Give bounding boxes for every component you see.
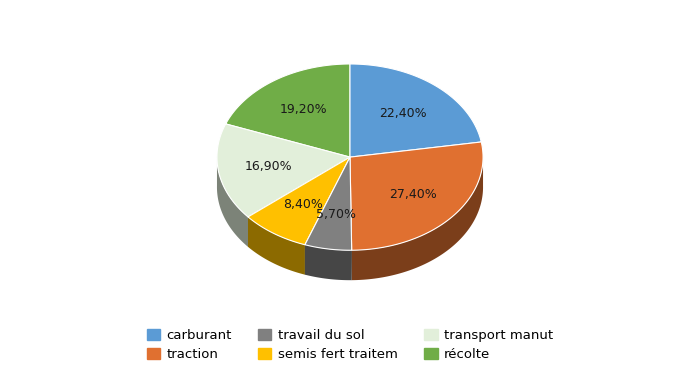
Polygon shape [350, 157, 351, 280]
Polygon shape [217, 124, 350, 217]
Polygon shape [350, 157, 351, 280]
Text: 27,40%: 27,40% [389, 188, 437, 201]
Polygon shape [248, 157, 350, 245]
Polygon shape [350, 142, 483, 250]
Text: 19,20%: 19,20% [279, 103, 327, 116]
Text: 8,40%: 8,40% [283, 198, 323, 211]
Polygon shape [305, 157, 350, 275]
Text: 5,70%: 5,70% [316, 208, 356, 221]
Polygon shape [305, 245, 351, 280]
Polygon shape [350, 64, 482, 157]
Polygon shape [248, 157, 350, 247]
Polygon shape [305, 157, 351, 250]
Polygon shape [225, 64, 350, 157]
Text: 16,90%: 16,90% [245, 160, 293, 173]
Legend: carburant, traction, travail du sol, semis fert traitem, transport manut, récolt: carburant, traction, travail du sol, sem… [143, 325, 557, 365]
Polygon shape [248, 157, 350, 247]
Text: 22,40%: 22,40% [379, 107, 427, 119]
Polygon shape [248, 217, 305, 275]
Polygon shape [305, 157, 350, 275]
Polygon shape [217, 155, 248, 247]
Polygon shape [351, 155, 483, 280]
